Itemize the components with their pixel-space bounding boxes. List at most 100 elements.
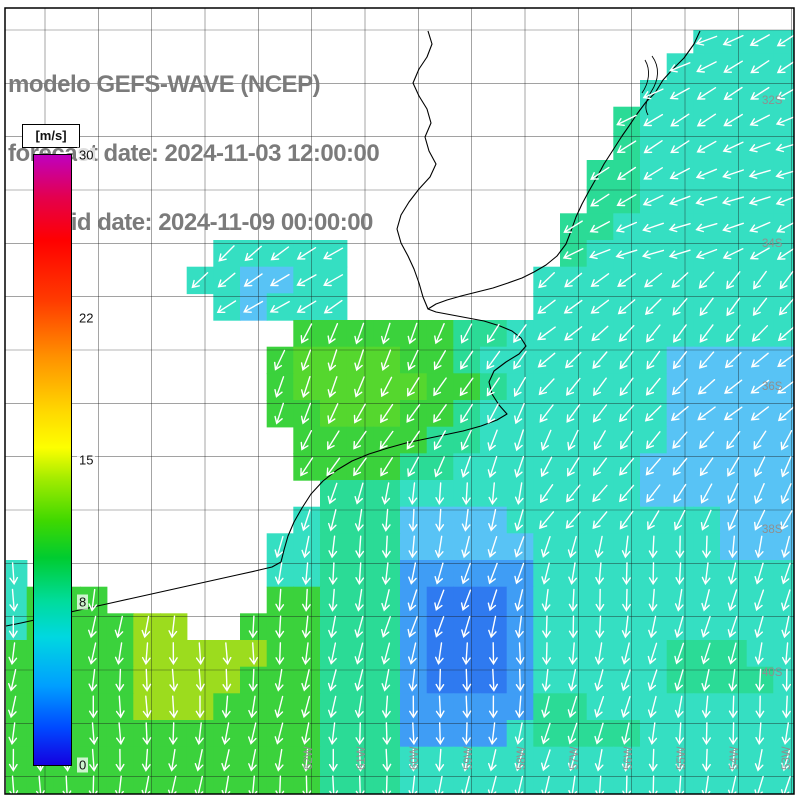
latitude-label: 40S	[762, 667, 783, 679]
wind-arrow	[382, 748, 392, 772]
wind-arrow	[727, 616, 738, 638]
wind-arrow	[486, 377, 500, 397]
wind-arrow	[243, 300, 264, 313]
wind-arrow	[301, 695, 311, 719]
wind-arrow	[381, 669, 391, 692]
wind-arrow	[380, 349, 392, 372]
wind-arrow	[114, 642, 124, 666]
wind-arrow	[646, 350, 661, 370]
wind-arrow	[781, 642, 791, 666]
wind-arrow	[782, 695, 791, 719]
wind-arrow	[195, 695, 205, 719]
longitude-label: 56W	[623, 746, 635, 770]
wind-arrow	[780, 483, 792, 505]
wind-arrow	[616, 140, 637, 154]
wind-arrow	[564, 326, 583, 341]
wind-arrow	[216, 300, 237, 313]
wind-arrow	[487, 403, 499, 424]
wind-arrow	[644, 272, 663, 288]
colorbar-tick: 0	[77, 757, 89, 773]
wind-arrow	[327, 430, 340, 451]
wind-arrow	[89, 748, 98, 772]
wind-arrow	[434, 616, 445, 638]
wind-arrow	[433, 430, 446, 451]
wind-arrow	[461, 508, 471, 532]
coastline	[5, 30, 701, 627]
wind-arrow	[327, 669, 337, 692]
wind-arrow	[168, 722, 178, 746]
wind-arrow	[702, 722, 711, 746]
wind-arrow	[567, 749, 577, 772]
wind-arrow	[645, 377, 661, 396]
wind-arrow	[301, 562, 311, 586]
wind-arrow	[301, 376, 311, 398]
wind-arrow	[353, 457, 367, 477]
wind-arrow	[622, 588, 631, 612]
colorbar: [m/s] 30 22 15 8 0	[22, 124, 132, 789]
wind-arrow	[754, 535, 764, 559]
wind-arrow	[541, 668, 551, 692]
wind-arrow	[407, 377, 420, 397]
wind-arrow	[722, 141, 744, 153]
wind-arrow	[89, 722, 99, 746]
wind-arrow	[698, 271, 715, 289]
wind-arrow	[590, 193, 610, 207]
wind-arrow	[382, 535, 391, 559]
wind-arrow	[563, 220, 583, 233]
wind-arrow	[674, 695, 684, 719]
wind-arrow	[487, 562, 498, 585]
wind-arrow	[567, 535, 577, 559]
sea-cell	[773, 186, 794, 215]
wind-arrow	[619, 430, 634, 450]
wind-arrow	[191, 272, 209, 289]
wind-arrow	[381, 642, 391, 665]
wind-arrow	[754, 456, 766, 478]
wind-arrow	[592, 404, 608, 423]
wind-arrow	[382, 695, 391, 719]
wind-arrow	[514, 749, 524, 772]
wind-arrow	[327, 403, 339, 425]
wind-arrow	[702, 748, 711, 772]
wind-arrow	[697, 406, 716, 421]
wind-arrow	[381, 562, 391, 586]
wind-arrow	[674, 642, 685, 665]
sea-cell	[746, 30, 775, 55]
wind-arrow	[487, 456, 498, 478]
wind-arrow	[435, 642, 444, 666]
wind-arrow	[141, 642, 151, 666]
wind-arrow	[622, 562, 631, 586]
wind-arrow	[619, 510, 634, 530]
wind-arrow	[748, 169, 771, 179]
wind-arrow	[648, 535, 658, 559]
wind-arrow	[777, 353, 794, 368]
wind-arrow	[670, 113, 690, 127]
wind-arrow	[301, 642, 311, 666]
longitude-label: 58W	[516, 746, 528, 770]
wind-arrow	[195, 722, 204, 746]
wind-arrow	[696, 140, 717, 153]
wind-arrow	[616, 194, 637, 207]
wind-arrow	[114, 615, 124, 639]
wind-arrow	[595, 615, 605, 639]
wind-arrow	[728, 562, 737, 585]
wind-arrow	[722, 248, 744, 260]
wind-arrow	[753, 430, 767, 450]
wind-arrow	[648, 562, 658, 586]
wind-arrow	[514, 562, 525, 585]
wind-arrow	[726, 430, 741, 450]
wind-arrow	[248, 615, 258, 639]
wind-arrow	[728, 722, 738, 746]
colorbar-tick: 30	[77, 147, 96, 163]
wind-arrow	[409, 722, 418, 746]
sea-cell	[773, 506, 794, 535]
wind-arrow	[776, 34, 794, 47]
latitude-label: 32S	[762, 95, 783, 107]
wind-arrow	[541, 749, 551, 772]
wind-arrow	[380, 457, 393, 477]
wind-arrow	[776, 60, 794, 74]
wind-arrow	[648, 588, 658, 612]
wind-arrow	[616, 114, 637, 126]
wind-arrow	[459, 377, 474, 397]
wind-arrow	[244, 245, 262, 262]
